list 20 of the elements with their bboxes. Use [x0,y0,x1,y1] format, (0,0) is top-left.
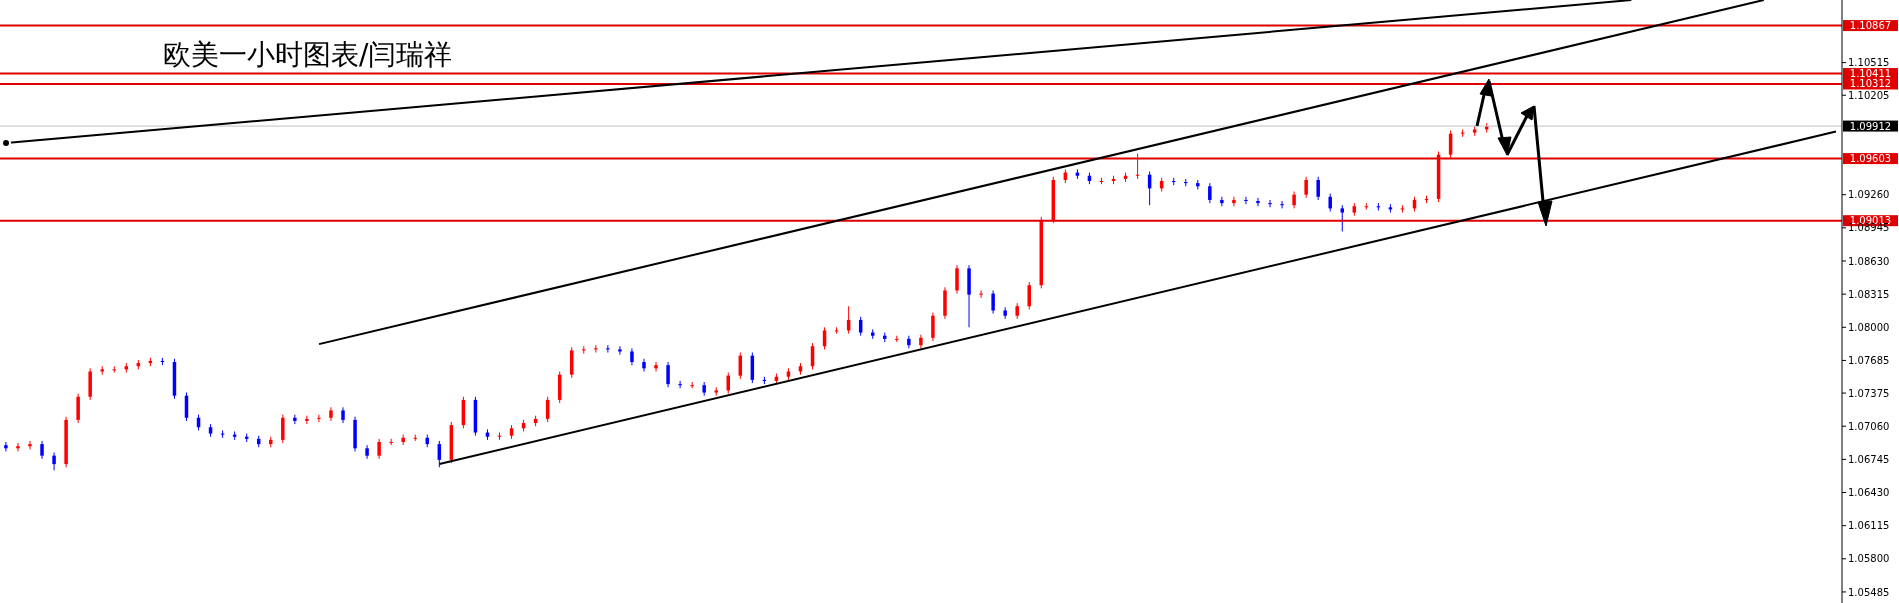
y-tick-label: 1.10205 [1848,89,1890,101]
ref-line-label: 1.09603 [1849,153,1892,165]
y-tick-label: 1.08630 [1848,255,1890,267]
ref-line-label: 1.10867 [1849,20,1892,32]
ref-line-label: 1.10411 [1849,68,1892,80]
y-tick-label: 1.06430 [1848,487,1890,499]
ref-line-label: 1.10312 [1849,78,1892,90]
text: 欧美一小时图表/闫瑞祥 [163,37,453,73]
y-tick-label: 1.05800 [1848,553,1890,565]
y-tick-label: 1.10515 [1848,57,1890,69]
y-tick-label: 1.08315 [1848,288,1890,300]
y-tick-label: 1.06745 [1848,453,1890,465]
y-tick-label: 1.09260 [1848,189,1890,201]
y-tick-label: 1.05485 [1848,586,1890,598]
y-tick-label: 1.06115 [1848,520,1890,532]
y-tick-label: 1.07060 [1848,420,1890,432]
ref-line-label: 1.09912 [1849,120,1892,132]
y-tick-label: 1.08000 [1848,321,1890,333]
y-tick-label: 1.07375 [1848,387,1890,399]
y-tick-label: 1.07685 [1848,354,1890,366]
